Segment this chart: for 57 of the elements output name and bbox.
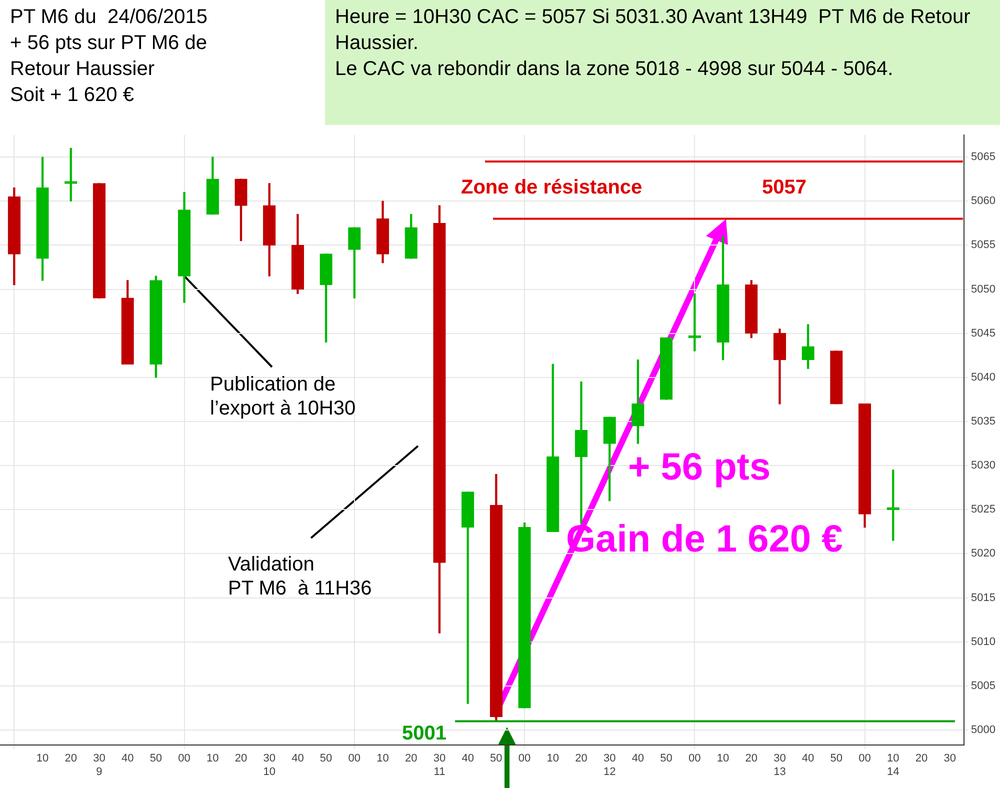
y-tick-label: 5045 — [971, 327, 996, 340]
x-tick-label: 50 — [320, 752, 332, 765]
annotation: Zone de résistance — [461, 176, 642, 199]
x-tick-label: 20 — [64, 752, 78, 765]
y-tick-label: 5005 — [971, 680, 996, 692]
x-tick-label: 10 — [716, 752, 730, 765]
y-tick-label: 5065 — [971, 151, 996, 164]
chart-title: PT M6 du 24/06/2015 + 56 pts sur PT M6 de Retour Haussier Soit + 1 620 € — [0, 0, 325, 125]
x-tick-label: 40 — [802, 752, 814, 765]
x-tick-label: 20 — [915, 752, 928, 765]
x-tick-label: 40 — [292, 752, 304, 765]
y-tick-label: 5020 — [971, 548, 996, 560]
y-tick-label: 5035 — [971, 416, 996, 428]
ref-line-label: 5001 — [402, 722, 446, 745]
annotation: Publication de l’export à 10H30 — [210, 374, 356, 420]
candlestick — [461, 492, 474, 704]
x-tick-label: 50 — [490, 752, 502, 765]
x-tick-label: 30 11 — [433, 752, 446, 778]
y-tick-label: 5055 — [971, 239, 996, 252]
x-tick-label: 20 — [745, 752, 758, 765]
x-tick-label: 10 14 — [886, 752, 900, 778]
x-tick-label: 40 — [121, 752, 134, 765]
y-tick-label: 5015 — [971, 592, 996, 604]
y-tick-label: 5060 — [971, 195, 996, 208]
x-tick-label: 00 — [688, 752, 701, 765]
x-tick-label: 40 — [632, 752, 644, 765]
x-tick-label: 20 — [404, 752, 418, 765]
annotation: + 56 pts — [628, 446, 771, 488]
x-tick-label: 00 — [518, 752, 531, 765]
y-tick-label: 5040 — [971, 371, 996, 384]
x-tick-label: 40 — [462, 752, 474, 765]
x-tick-label: 30 13 — [774, 752, 786, 778]
chart-subtitle: Heure = 10H30 CAC = 5057 Si 5031.30 Avant 13H49 PT M6 de Retour Haussier. Le CAC va rebondir dans la zone 5018 - 4998 sur 5044 - 5064. — [325, 0, 1000, 125]
x-tick-label: 00 — [178, 752, 190, 765]
x-tick-label: 20 — [575, 752, 588, 765]
x-tick-label: 00 — [348, 752, 361, 765]
x-tick-label: 10 — [36, 752, 49, 765]
x-tick-label: 30 10 — [263, 752, 276, 778]
y-tick-label: 5000 — [971, 724, 996, 736]
y-tick-label: 5030 — [971, 460, 996, 472]
x-tick-label: 50 — [660, 752, 672, 765]
x-tick-label: 10 — [546, 752, 560, 765]
x-tick-label: 30 — [944, 752, 956, 765]
annotation: 5057 — [762, 176, 806, 199]
x-tick-label: 30 12 — [603, 752, 616, 778]
x-tick-label: 10 — [206, 752, 219, 765]
x-tick-label: 30 9 — [93, 752, 106, 778]
annotation: Validation PT M6 à 11H36 — [228, 554, 372, 600]
y-tick-label: 5050 — [971, 283, 996, 296]
x-tick-label: 50 — [150, 752, 162, 765]
x-tick-label: 50 — [830, 752, 843, 765]
y-tick-label: 5025 — [971, 504, 996, 516]
candlestick — [574, 381, 588, 524]
x-tick-label: 20 — [234, 752, 248, 765]
x-tick-label: 00 — [858, 752, 871, 765]
y-tick-label: 5010 — [971, 636, 996, 648]
x-tick-label: 10 — [376, 752, 389, 765]
